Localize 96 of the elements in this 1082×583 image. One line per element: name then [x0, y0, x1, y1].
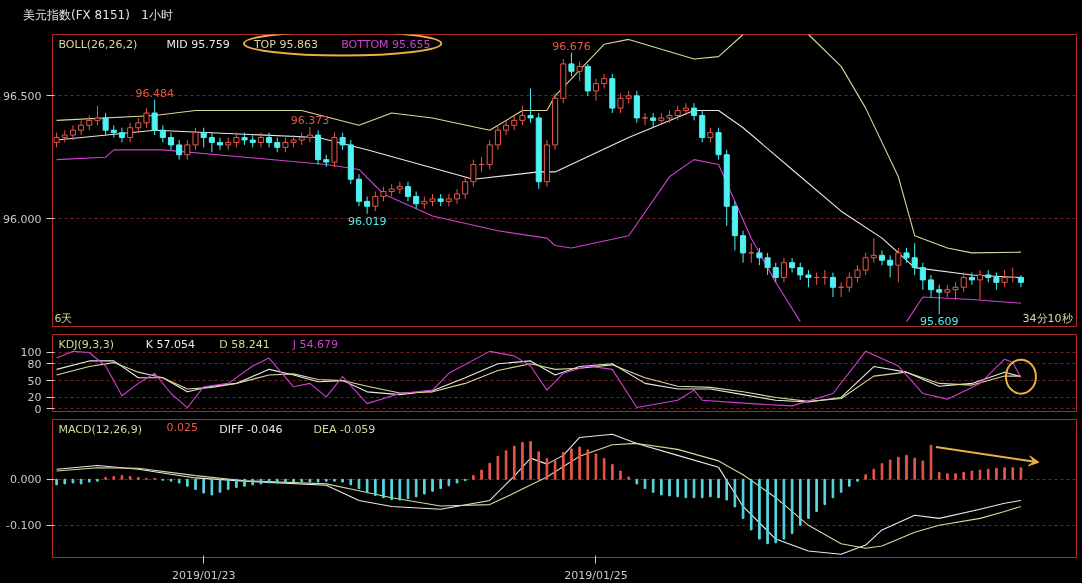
y-tick-label: 80: [27, 357, 42, 371]
candlestick: [200, 127, 207, 148]
text: J 54.679: [291, 337, 338, 351]
candlestick: [266, 132, 273, 148]
candlestick: [94, 105, 101, 126]
candlestick: [372, 191, 379, 212]
candlestick: [192, 127, 199, 151]
candlestick: [127, 122, 134, 143]
candlestick: [118, 127, 125, 143]
annotation: 96.484: [135, 86, 174, 100]
legend-title: BOLL(26,26,2): [58, 37, 138, 51]
candlestick: [911, 242, 918, 276]
candlestick: [936, 284, 943, 315]
candlestick: [568, 52, 575, 77]
y-tick-label: 0: [34, 402, 42, 416]
candlestick: [592, 78, 599, 102]
candlestick: [691, 102, 698, 121]
text: K 57.054: [145, 337, 195, 351]
candlestick: [829, 272, 836, 298]
text: DIFF -0.046: [219, 422, 283, 436]
candlestick: [167, 132, 175, 151]
y-tick-label: 20: [27, 391, 42, 405]
candlestick: [715, 127, 722, 161]
text: D 58.241: [219, 337, 270, 351]
annotation: 96.373: [290, 114, 330, 128]
candlestick: [78, 119, 85, 136]
candlestick: [257, 132, 264, 148]
candlestick: [462, 176, 469, 200]
candlestick: [895, 247, 902, 283]
candlestick: [789, 257, 796, 274]
text: MID 95.759: [166, 37, 230, 51]
y-tick-label: 100: [20, 346, 42, 360]
candlestick: [870, 237, 877, 264]
candlestick: [960, 272, 967, 293]
candlestick: [184, 139, 191, 161]
candlestick: [364, 195, 371, 215]
candlestick: [151, 99, 158, 136]
candlestick: [633, 90, 640, 124]
text: 0.025: [166, 420, 199, 434]
y-tick-label: 0.000: [10, 473, 42, 487]
annotation: 95.609: [919, 315, 959, 329]
text: BOTTOM 95.655: [341, 37, 431, 51]
candlestick: [748, 242, 755, 264]
chart-subtitle: 1小时: [141, 8, 173, 22]
candlestick: [617, 92, 624, 114]
text: DEA -0.059: [313, 422, 376, 436]
text: TOP 95.863: [252, 37, 318, 51]
candlestick: [764, 252, 771, 276]
y-tick-label: 50: [27, 374, 42, 388]
candlestick: [102, 112, 109, 136]
annotation: 34分10秒: [1022, 311, 1073, 325]
candlestick: [887, 254, 894, 278]
candlestick: [454, 188, 461, 205]
candlestick: [919, 262, 926, 291]
candlestick: [486, 139, 493, 170]
candlestick: [445, 193, 452, 207]
candlestick: [69, 124, 76, 141]
annotation: 6天: [54, 311, 73, 325]
candlestick: [470, 159, 477, 188]
x-tick-label: 2019/01/23: [171, 568, 236, 582]
y-tick-label: 96.500: [3, 89, 42, 103]
candlestick: [176, 139, 183, 161]
candlestick: [1017, 274, 1024, 288]
candlestick: [404, 181, 412, 202]
candlestick: [699, 110, 706, 143]
candlestick: [576, 60, 583, 82]
candlestick: [862, 252, 869, 276]
legend-title: MACD(12,26,9): [58, 422, 143, 436]
candlestick: [208, 132, 215, 153]
y-tick-label: 96.000: [3, 212, 42, 226]
candlestick: [143, 107, 150, 129]
candlestick: [977, 269, 984, 301]
candlestick: [601, 73, 608, 89]
legend-title: KDJ(9,3,3): [58, 337, 114, 351]
candlestick: [682, 102, 689, 116]
candlestick: [846, 272, 853, 293]
candlestick: [355, 173, 362, 207]
candlestick: [968, 272, 975, 286]
annotation: 96.676: [552, 39, 591, 53]
candlestick: [503, 119, 510, 136]
candlestick: [928, 274, 935, 298]
candlestick: [527, 87, 534, 124]
candlestick: [217, 137, 224, 151]
annotation: 96.019: [347, 214, 387, 228]
candlestick: [641, 112, 649, 126]
candlestick: [878, 249, 886, 266]
candlestick: [740, 230, 747, 264]
candlestick: [306, 126, 313, 143]
candlestick: [780, 257, 787, 283]
candlestick: [519, 105, 526, 126]
line-series: [56, 350, 1022, 409]
x-tick-label: 2019/01/25: [564, 568, 628, 582]
chart-title: 美元指数(FX 8151): [23, 8, 130, 22]
y-tick-label: -0.100: [6, 519, 42, 533]
candlestick: [772, 262, 779, 283]
candlestick: [494, 124, 501, 151]
